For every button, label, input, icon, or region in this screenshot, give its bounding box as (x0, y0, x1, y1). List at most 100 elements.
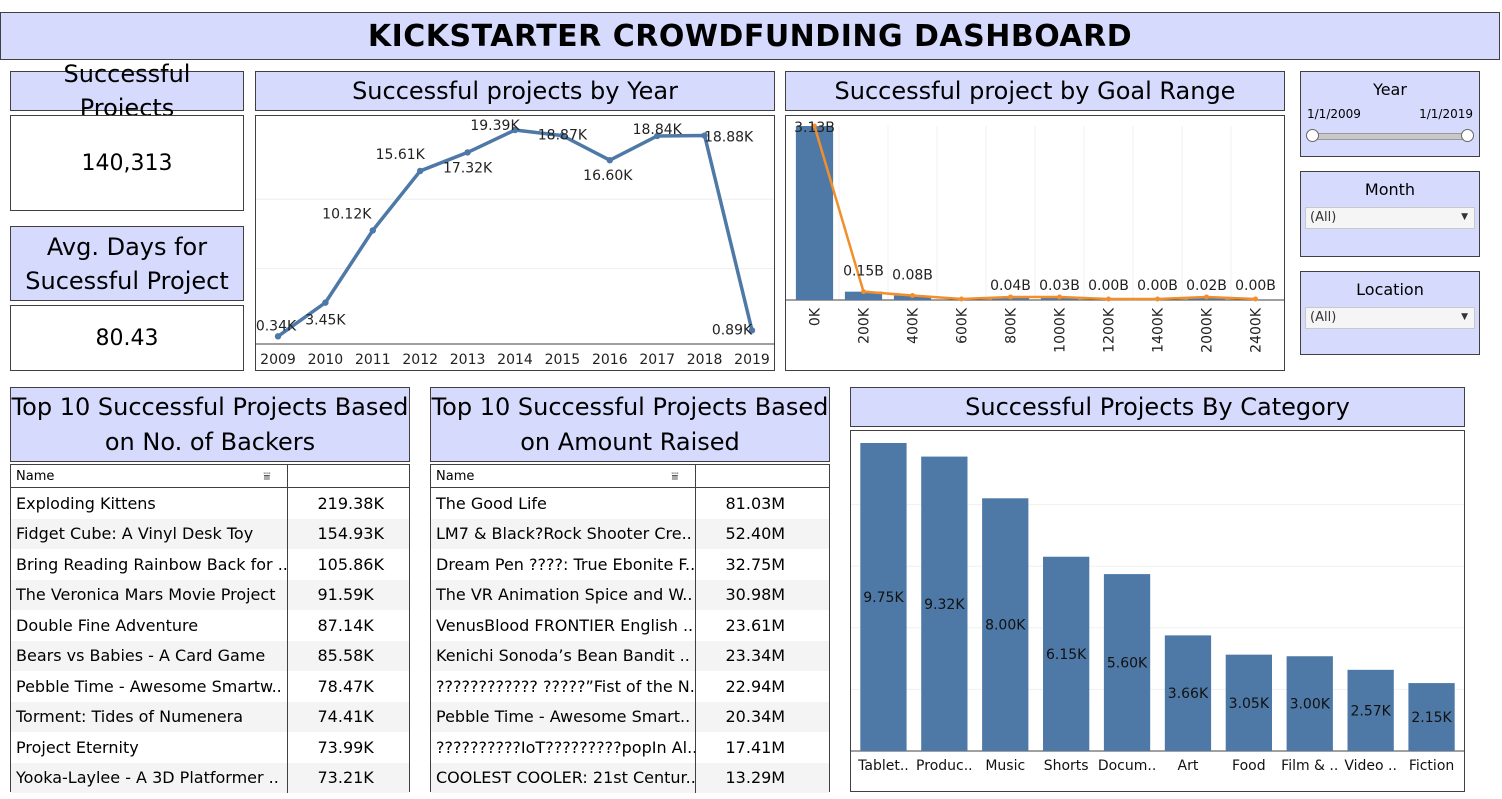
amount-project-name: Kenichi Sonoda’s Bean Bandit .. (431, 640, 696, 671)
year-filter-end: 1/1/2019 (1419, 107, 1473, 121)
amount-project-name: The Good Life (431, 487, 696, 519)
sort-icon[interactable]: ⩸ (263, 469, 271, 483)
goal-trend-point (1106, 296, 1111, 302)
amount-table-row[interactable]: Pebble Time - Awesome Smart.. 20.34M (431, 701, 829, 732)
year-tick-label: 2014 (497, 352, 533, 368)
category-bar (860, 443, 907, 751)
backers-name-column-header[interactable]: Name ⩸ (11, 465, 288, 488)
category-data-label: 8.00K (985, 618, 1026, 634)
category-data-label: 9.32K (924, 597, 965, 613)
location-filter: Location (All) ▼ (1300, 271, 1480, 355)
backers-project-value: 74.41K (287, 701, 409, 732)
amount-project-value: 81.03M (725, 493, 786, 513)
amount-project-value: 20.34M (695, 701, 829, 732)
backers-table-row[interactable]: Exploding Kittens 219.38K (11, 487, 409, 519)
category-tick-label: Film & .. (1281, 758, 1338, 774)
amount-value-column-header (695, 465, 829, 488)
year-data-label: 17.32K (443, 160, 493, 176)
amount-table-row[interactable]: COOLEST COOLER: 21st Centur.. 13.29M (431, 762, 829, 793)
amount-project-value: 13.29M (695, 762, 829, 793)
year-slider-end-handle[interactable] (1461, 129, 1474, 142)
goal-trend-point (1204, 294, 1209, 300)
amount-table-row[interactable]: Kenichi Sonoda’s Bean Bandit .. 23.34M (431, 640, 829, 671)
amount-table-row[interactable]: ???????????? ?????”Fist of the N.. 22.94M (431, 671, 829, 702)
backers-project-name: Exploding Kittens (11, 487, 288, 519)
backers-table-row[interactable]: Pebble Time - Awesome Smartw.. 78.47K (11, 671, 409, 702)
amount-table-row[interactable]: The VR Animation Spice and W.. 30.98M (431, 579, 829, 610)
amount-table-row[interactable]: ??????????IoT?????????popIn Al.. 17.41M (431, 732, 829, 763)
amount-table-row[interactable]: VenusBlood FRONTIER English .. 23.61M (431, 610, 829, 641)
backers-project-value: 154.93K (287, 518, 409, 549)
year-data-point (464, 149, 471, 156)
goal-range-chart: 3.13B 0K 0.15B 200K 0.08B 400K 600K 0.04B 800K 0.… (786, 120, 1284, 353)
backers-value-column-header (287, 465, 409, 488)
amount-table-row[interactable]: The Good Life 81.03M (431, 487, 829, 519)
year-data-point (559, 132, 566, 139)
goal-trend-point (1253, 296, 1258, 302)
backers-project-value: 73.99K (317, 737, 374, 757)
year-data-point (606, 157, 613, 164)
backers-table-row[interactable]: Bring Reading Rainbow Back for .. 105.86K (11, 549, 409, 580)
goal-tick-label: 1000K (1053, 307, 1069, 353)
category-bar (982, 498, 1029, 751)
amount-project-value: 23.34M (695, 640, 829, 671)
amount-title-line1: Top 10 Successful Projects Based (431, 392, 829, 421)
backers-title-line2: on No. of Backers (104, 427, 316, 456)
goal-trend-point (1008, 294, 1013, 300)
sort-icon[interactable]: ⩸ (671, 469, 679, 483)
backers-table-row[interactable]: Torment: Tides of Numenera 74.41K (11, 701, 409, 732)
backers-table-row[interactable]: Fidget Cube: A Vinyl Desk Toy 154.93K (11, 518, 409, 549)
amount-name-column-header[interactable]: Name ⩸ (431, 465, 696, 488)
backers-project-value: 73.21K (287, 762, 409, 793)
year-data-label: 18.87K (538, 128, 588, 144)
amount-project-name: ???????????? ?????”Fist of the N.. (431, 671, 696, 702)
backers-table-row[interactable]: Yooka-Laylee - A 3D Platformer .. 73.21K (11, 762, 409, 793)
backers-project-name: Project Eternity (11, 732, 288, 763)
amount-table-row[interactable]: Dream Pen ????: True Ebonite F.. 32.75M (431, 549, 829, 580)
year-series-line (276, 128, 754, 338)
amount-table-row[interactable]: LM7 & Black?Rock Shooter Cre.. 52.40M (431, 518, 829, 549)
year-tick-label: 2018 (687, 352, 723, 368)
backers-table-panel: Name ⩸ Exploding Kittens 219.38K Fidget Cub… (10, 464, 410, 793)
category-bar (1286, 656, 1333, 751)
location-dropdown-value: (All) (1310, 310, 1337, 325)
backers-table-row[interactable]: The Veronica Mars Movie Project 91.59K (11, 579, 409, 610)
category-bar (1408, 683, 1455, 751)
backers-project-value: 87.14K (317, 615, 374, 635)
year-slider-track[interactable] (1310, 133, 1470, 140)
year-chart-panel: 0.34K 2009 3.45K 2010 10.12K 2011 15.61K 2012 17… (255, 115, 775, 371)
goal-trend-point (812, 123, 817, 129)
year-tick-label: 2011 (355, 352, 391, 368)
category-bar (1225, 654, 1272, 751)
category-bar (1103, 574, 1151, 751)
amount-project-name: LM7 & Black?Rock Shooter Cre.. (431, 518, 696, 549)
successful-projects-value: 140,313 (10, 115, 244, 211)
category-tick-label: Video .. (1344, 758, 1397, 774)
location-dropdown[interactable]: (All) ▼ (1305, 307, 1475, 329)
year-line-chart: 0.34K 2009 3.45K 2010 10.12K 2011 15.61K 2012 17… (256, 118, 774, 368)
amount-table-panel: Name ⩸ The Good Life 81.03M LM7 & Black?Roc… (430, 464, 830, 793)
month-dropdown[interactable]: (All) ▼ (1305, 207, 1475, 229)
year-data-label: 19.39K (470, 118, 520, 134)
year-tick-label: 2013 (450, 352, 486, 368)
category-tick-label: Fiction (1409, 758, 1454, 774)
backers-table-row[interactable]: Project Eternity 73.99K (11, 732, 409, 763)
category-data-label: 5.60K (1107, 656, 1148, 672)
year-data-label: 0.89K (712, 322, 753, 338)
backers-project-name: Double Fine Adventure (11, 610, 288, 641)
goal-chart-title: Successful project by Goal Range (785, 71, 1285, 111)
backers-project-name: Pebble Time - Awesome Smartw.. (11, 671, 288, 702)
backers-table-row[interactable]: Double Fine Adventure 87.14K (11, 610, 409, 641)
amount-project-name: COOLEST COOLER: 21st Centur.. (431, 762, 696, 793)
year-slider-start-handle[interactable] (1306, 129, 1319, 142)
goal-data-label: 0.15B (843, 264, 884, 280)
amount-project-value: 23.61M (725, 615, 786, 635)
backers-project-value: 91.59K (287, 579, 409, 610)
successful-projects-label: Successful Projects (10, 60, 244, 122)
goal-tick-label: 2000K (1200, 307, 1216, 353)
goal-tick-label: 200K (857, 307, 873, 344)
backers-table-row[interactable]: Bears vs Babies - A Card Game 85.58K (11, 640, 409, 671)
goal-tick-label: 1400K (1151, 307, 1167, 353)
backers-project-name: Yooka-Laylee - A 3D Platformer .. (11, 762, 288, 793)
year-data-point (417, 167, 424, 175)
